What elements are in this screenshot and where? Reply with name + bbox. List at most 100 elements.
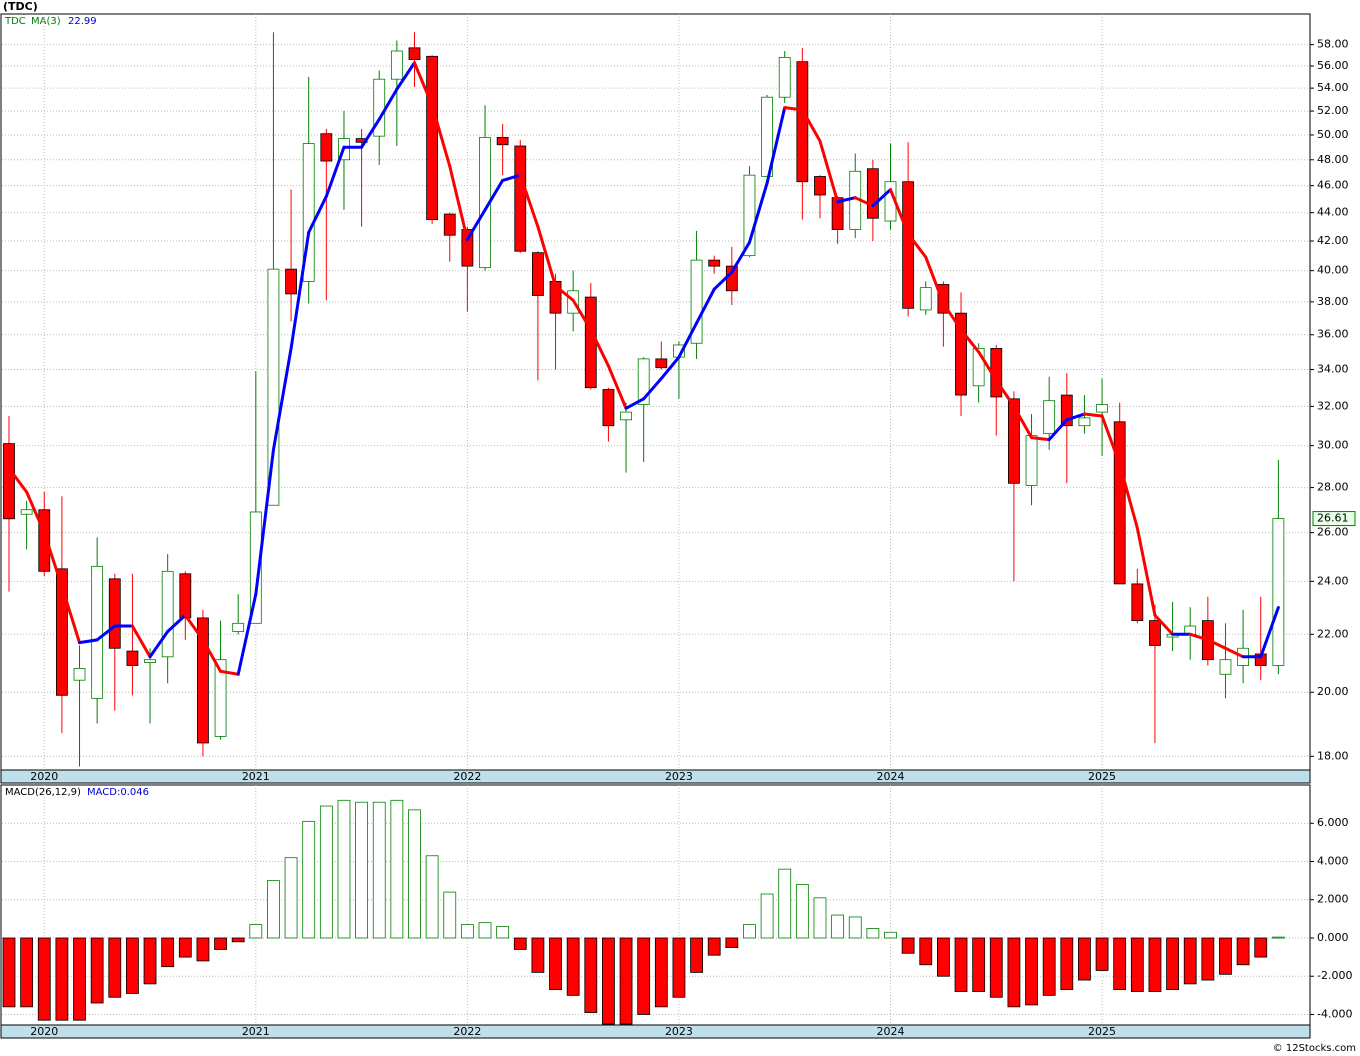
candle-body (3, 443, 15, 520)
macd-bar (108, 937, 122, 998)
candle-body (320, 133, 333, 162)
macd-bar (1025, 937, 1038, 1006)
macd-bar (813, 897, 827, 939)
macd-bar (20, 937, 34, 1008)
ma-line (994, 378, 1016, 408)
macd-bar (531, 937, 545, 973)
macd-bar (672, 937, 686, 998)
candle-body (1008, 398, 1020, 484)
macd-bar (178, 937, 192, 958)
candle-body (126, 650, 139, 666)
macd-title: MACD(26,12,9) (5, 787, 81, 798)
candle-body (249, 511, 262, 624)
ma-line (1188, 632, 1210, 642)
candle-body (1025, 435, 1038, 486)
macd-bar (37, 937, 51, 1021)
candle-body (302, 143, 315, 282)
ma-line (800, 108, 822, 143)
ma-line (765, 106, 787, 185)
candle-body (20, 509, 33, 515)
candle-body (620, 411, 632, 421)
macd-bar (1095, 937, 1109, 971)
y-tick-label: 44.00 (1317, 206, 1349, 219)
macd-bar (654, 937, 668, 1008)
y-tick-label: 18.00 (1317, 749, 1349, 762)
x-tick-label: 2021 (242, 1025, 270, 1038)
ma-line (289, 230, 311, 350)
macd-bar (1166, 937, 1179, 991)
macd-bar (1236, 937, 1250, 966)
y-tick-label: 34.00 (1317, 363, 1349, 376)
y-tick-label: 22.00 (1317, 627, 1349, 640)
candle-body (1131, 583, 1144, 622)
macd-bar (1271, 936, 1285, 939)
ma-line (730, 240, 751, 274)
macd-bar (549, 937, 562, 991)
candle-body (937, 284, 950, 314)
ma-line (871, 188, 892, 208)
macd-bar (161, 937, 175, 968)
macd-bar (831, 914, 845, 939)
candle-body (743, 174, 756, 257)
macd-bar (725, 937, 739, 948)
ma-line (1065, 412, 1086, 422)
candle-body (214, 659, 227, 737)
macd-bar (566, 937, 580, 996)
macd-bar (1060, 937, 1074, 991)
x-tick-label: 2020 (30, 1025, 58, 1038)
ma-line (924, 255, 945, 305)
ma-line (677, 321, 699, 359)
candle-body (1149, 620, 1161, 646)
legend-symbol: TDC (4, 16, 26, 27)
macd-bar (602, 937, 615, 1025)
macd-bar (1078, 937, 1091, 981)
ma-line (25, 490, 46, 535)
x-tick-label: 2024 (877, 770, 905, 783)
candle-body (161, 570, 174, 658)
macd-bar (372, 801, 386, 939)
y-tick-label: 6.000 (1317, 816, 1349, 829)
footer: © 12Stocks.com (1273, 1043, 1356, 1054)
ma-line (360, 117, 381, 149)
y-tick-label: -2.000 (1317, 969, 1352, 982)
macd-bar (496, 926, 510, 939)
macd-bar (936, 937, 950, 977)
ma-line (1259, 606, 1280, 659)
candle-body (814, 176, 826, 196)
ma-line (712, 270, 734, 291)
ma-line (659, 355, 681, 381)
ma-line (465, 208, 487, 242)
ma-line (42, 531, 64, 588)
macd-bar (866, 928, 880, 939)
candle-body (708, 259, 721, 267)
macd-bar (989, 937, 1003, 998)
y-tick-label: 24.00 (1317, 574, 1349, 587)
macd-bar (460, 924, 474, 939)
legend-ma-value: 22.99 (68, 16, 97, 27)
macd-bar (231, 937, 245, 943)
candle-body (602, 389, 615, 427)
ma-line (554, 284, 575, 302)
ma-line (166, 613, 187, 634)
y-tick-label: 56.00 (1317, 59, 1349, 72)
candle-body (1272, 518, 1285, 666)
macd-bar (90, 937, 104, 1004)
ma-line (78, 638, 99, 645)
candle-body (796, 61, 809, 183)
candle-body (637, 358, 650, 405)
macd-bar (143, 937, 157, 985)
ma-line (307, 194, 328, 234)
ma-line (501, 173, 522, 182)
y-tick-label: 32.00 (1317, 399, 1349, 412)
candle-body (426, 55, 439, 221)
ma-line (377, 87, 399, 121)
ma-line (412, 61, 434, 107)
ma-line (959, 328, 981, 354)
candle-body (179, 573, 192, 619)
ma-line (254, 448, 275, 596)
macd-bar (302, 820, 316, 939)
chart-title: (TDC) (3, 0, 38, 13)
macd-bar (319, 805, 333, 939)
candle-body (919, 287, 932, 311)
